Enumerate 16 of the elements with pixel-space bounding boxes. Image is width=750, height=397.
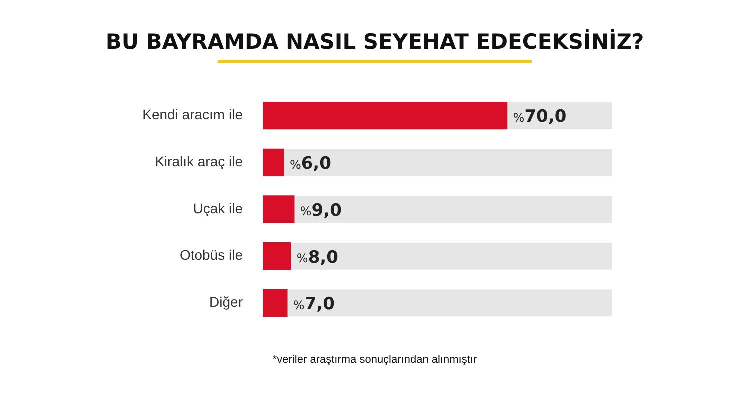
y-tick-label: Diğer — [210, 294, 244, 310]
bar — [263, 196, 295, 224]
data-label: %7,0 — [293, 294, 336, 315]
bar — [263, 148, 284, 176]
text: *veriler araştırma sonuçlarından alınmıştır — [272, 354, 478, 366]
y-tick-label: Uçak ile — [193, 200, 244, 216]
data-label: %6,0 — [290, 154, 332, 174]
bar — [263, 289, 288, 318]
y-tick-label: Kendi aracım ile — [142, 106, 244, 123]
data-label: %9,0 — [300, 200, 342, 221]
y-tick-label: Kiralık araç ile — [155, 154, 244, 170]
y-tick-label: Otobüs ile — [180, 247, 244, 264]
data-label: %70,0 — [513, 107, 567, 128]
bar — [263, 242, 292, 270]
chart-title: BU BAYRAMDA NASIL SEYEHAT EDECEKSİNİZ? — [104, 30, 646, 54]
data-label: %8,0 — [296, 248, 339, 268]
